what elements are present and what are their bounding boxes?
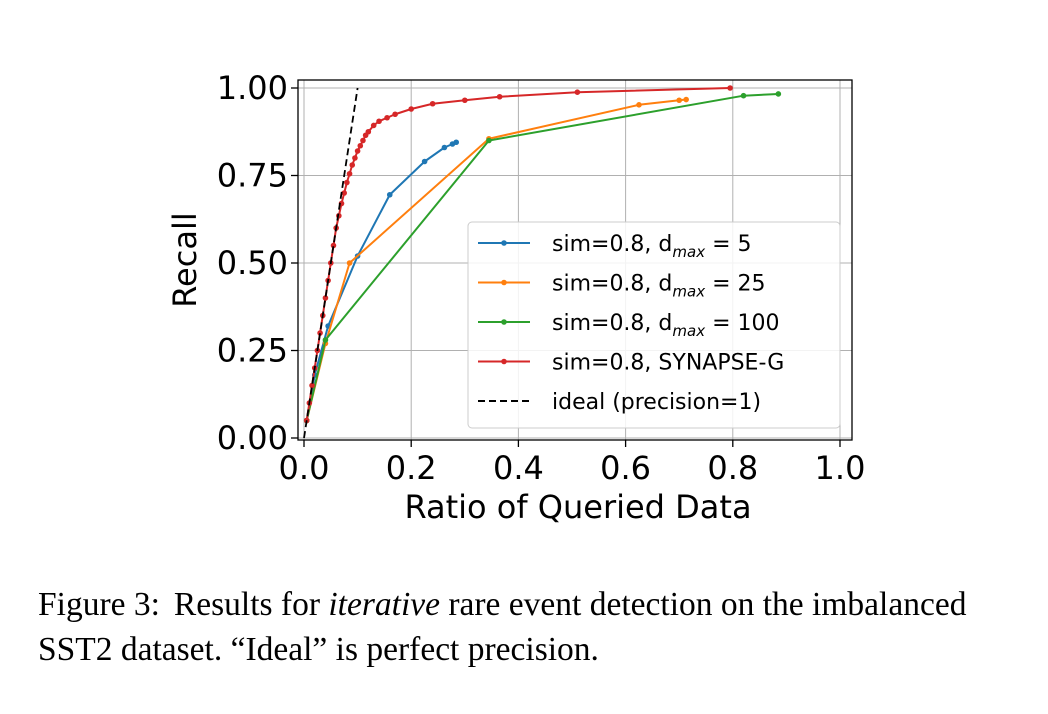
- x-tick-label: 0.6: [600, 449, 651, 487]
- y-tick-label: 1.00: [217, 69, 288, 107]
- legend-label: sim=0.8, dmax = 5: [552, 232, 752, 261]
- x-tick-label: 0.8: [707, 449, 758, 487]
- legend-item: ideal (precision=1): [478, 390, 761, 415]
- legend-label: sim=0.8, dmax = 25: [552, 272, 766, 301]
- legend-label-main: sim=0.8, d: [552, 311, 672, 336]
- data-point: [370, 122, 377, 129]
- y-tick-label: 0.75: [217, 157, 288, 195]
- legend-label: sim=0.8, dmax = 100: [552, 311, 780, 340]
- figure-label: Figure 3:: [38, 586, 160, 623]
- data-point: [317, 330, 323, 336]
- legend-item: sim=0.8, dmax = 100: [478, 311, 780, 340]
- x-tick-label: 1.0: [815, 449, 866, 487]
- data-point: [357, 142, 364, 149]
- figure-caption: Figure 3: Results for iterative rare even…: [38, 582, 1018, 672]
- data-point: [330, 242, 337, 249]
- data-point: [392, 111, 398, 118]
- data-point: [421, 158, 428, 165]
- data-point: [322, 295, 329, 301]
- legend-label-suffix: = 5: [705, 232, 751, 257]
- data-point: [309, 382, 315, 389]
- caption-emphasis: iterative: [328, 586, 440, 623]
- legend-item: sim=0.8, dmax = 25: [478, 272, 766, 301]
- y-axis-label: Recall: [166, 212, 204, 307]
- legend-label-subscript: max: [672, 243, 705, 261]
- data-point: [354, 148, 361, 154]
- data-point: [322, 337, 329, 343]
- data-point: [349, 162, 356, 168]
- x-tick-label: 0.0: [279, 449, 330, 487]
- recall-chart: 0.0 0.2 0.4 0.6 0.8 1.0 0.00 0.25 0.50 0.75 1.00 R…: [166, 69, 866, 526]
- legend-swatch-marker: [501, 319, 507, 325]
- legend-item: sim=0.8, SYNAPSE-G: [478, 351, 784, 376]
- legend-item: sim=0.8, dmax = 5: [478, 232, 752, 261]
- x-tick-label: 0.2: [386, 449, 437, 487]
- data-point: [429, 100, 436, 107]
- legend-box: [467, 221, 841, 429]
- legend-label-main: sim=0.8, d: [552, 272, 672, 297]
- data-point: [341, 190, 348, 196]
- legend-label-main: ideal (precision=1): [552, 390, 761, 415]
- legend-label-subscript: max: [672, 322, 705, 340]
- data-point: [775, 91, 782, 97]
- data-point: [740, 92, 747, 99]
- data-point: [574, 89, 581, 95]
- caption-text-after: rare event detection on the imbalanced S…: [38, 586, 967, 668]
- data-point: [636, 102, 642, 108]
- data-point: [676, 97, 682, 104]
- plot-frame: [297, 79, 853, 441]
- series-4: [303, 87, 359, 439]
- y-tick-label: 0.50: [217, 244, 288, 282]
- data-point: [384, 114, 390, 121]
- data-point: [376, 118, 382, 125]
- series-line: [303, 87, 359, 439]
- data-point: [727, 85, 733, 91]
- legend-label-main: sim=0.8, SYNAPSE-G: [552, 351, 784, 376]
- data-point: [441, 144, 448, 151]
- legend-label: ideal (precision=1): [552, 390, 761, 415]
- data-point: [462, 97, 468, 104]
- data-point: [352, 155, 358, 161]
- x-tick-label: 0.4: [493, 449, 544, 487]
- legend-label-subscript: max: [672, 283, 705, 301]
- axis-ticks: 0.0 0.2 0.4 0.6 0.8 1.0 0.00 0.25 0.50 0.75 1.00: [217, 69, 866, 487]
- data-point: [360, 137, 366, 144]
- data-point: [346, 170, 353, 177]
- legend-swatch-marker: [501, 358, 507, 365]
- data-point: [408, 106, 415, 112]
- data-point: [486, 137, 492, 144]
- y-tick-label: 0.25: [217, 332, 288, 370]
- legend-label-suffix: = 25: [705, 272, 765, 297]
- legend-label-main: sim=0.8, d: [552, 232, 672, 257]
- legend-label: sim=0.8, SYNAPSE-G: [552, 351, 784, 376]
- data-point: [683, 96, 689, 103]
- data-point: [496, 93, 503, 100]
- data-point: [386, 191, 393, 198]
- y-tick-label: 0.00: [217, 419, 288, 457]
- legend-swatch-marker: [501, 279, 507, 286]
- data-point: [365, 128, 372, 135]
- data-point: [344, 179, 350, 186]
- data-point: [453, 139, 460, 146]
- caption-text-before: Results for: [173, 586, 329, 623]
- legend-swatch-marker: [501, 240, 507, 246]
- legend-label-suffix: = 100: [705, 311, 779, 336]
- series-layer: [303, 85, 782, 439]
- x-axis-label: Ratio of Queried Data: [404, 488, 751, 526]
- data-point: [346, 260, 353, 266]
